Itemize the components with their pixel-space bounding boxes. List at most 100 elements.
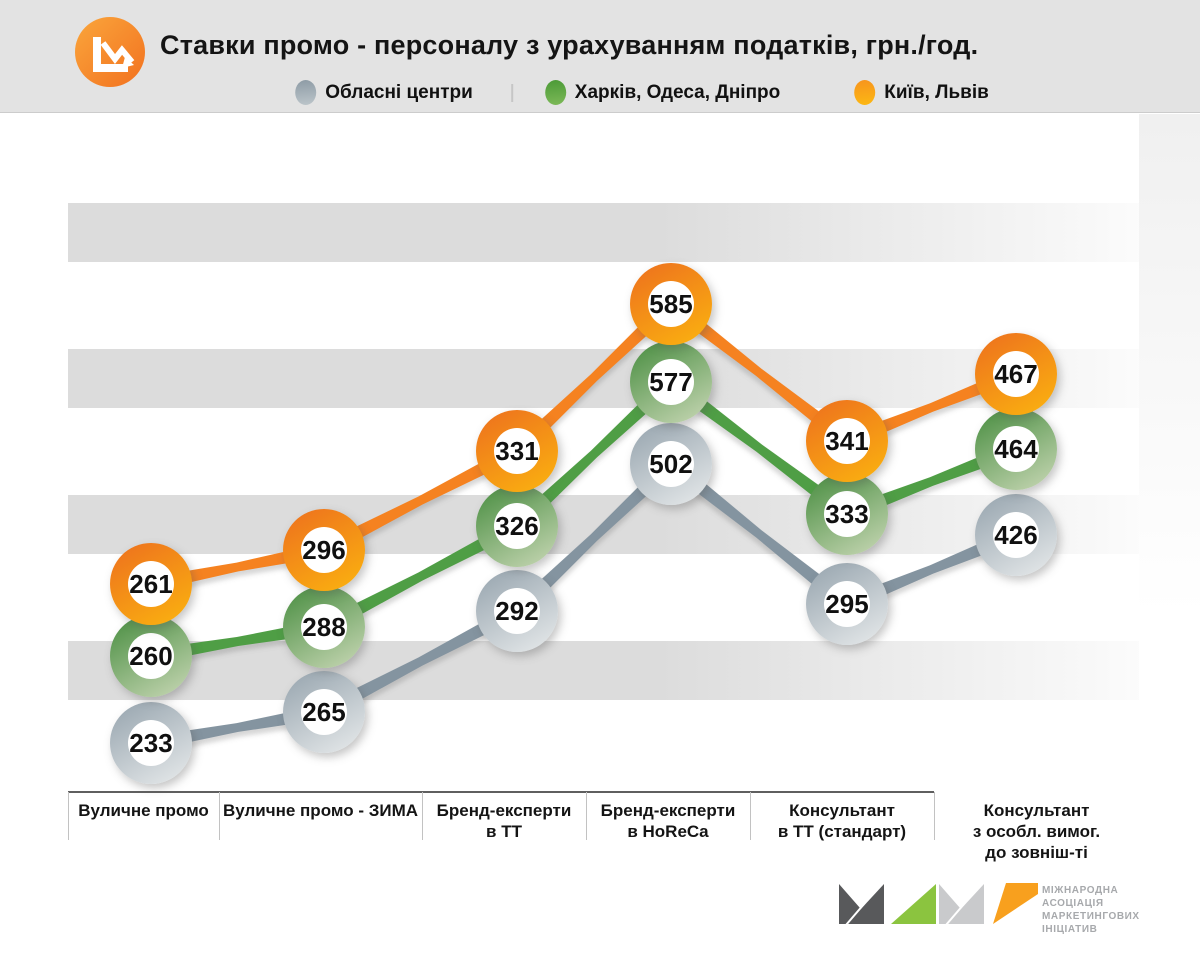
- data-point-value-bubble: 292: [494, 588, 540, 634]
- legend-dot-green: [544, 80, 566, 105]
- data-point-marker: 333: [806, 473, 888, 555]
- data-point-value: 288: [302, 611, 346, 642]
- legend-item-kharkiv-odesa-dnipro: Харків, Одеса, Дніпро: [544, 80, 780, 105]
- data-point-value: 467: [994, 358, 1038, 389]
- data-point-value-bubble: 502: [648, 441, 694, 487]
- category-separator: [219, 792, 220, 840]
- association-logo: МІЖНАРОДНА АСОЦІАЦІЯ МАРКЕТИНГОВИХ ІНІЦІ…: [838, 883, 1140, 939]
- data-point-marker: 261: [110, 543, 192, 625]
- data-point-marker: 341: [806, 400, 888, 482]
- logo-letter-a-green-icon: [891, 884, 936, 924]
- data-point-value-bubble: 426: [993, 512, 1039, 558]
- data-point-value-bubble: 467: [993, 351, 1039, 397]
- page-title: Ставки промо - персоналу з урахуванням п…: [160, 30, 979, 60]
- data-point-marker: 288: [283, 586, 365, 668]
- data-point-value-bubble: 260: [128, 633, 174, 679]
- data-point-value: 261: [129, 568, 173, 599]
- grid-band: [68, 203, 1139, 262]
- series-line-segment: [512, 458, 676, 617]
- data-point-value: 265: [302, 696, 346, 727]
- logo-letter-m-light-icon: [939, 883, 984, 925]
- data-point-marker: 260: [110, 615, 192, 697]
- category-separator: [422, 792, 423, 840]
- axis-line: [68, 791, 934, 793]
- data-point-marker: 295: [806, 563, 888, 645]
- grid-band: [68, 641, 1139, 700]
- data-point-value: 341: [825, 425, 869, 456]
- data-point-marker: 577: [630, 341, 712, 423]
- data-point-marker: 426: [975, 494, 1057, 576]
- data-point-value: 260: [129, 640, 173, 671]
- category-label-1: Вуличне промо: [78, 801, 209, 820]
- category-label-4: Бренд-експерти в HoReCa: [600, 801, 736, 841]
- logo-letter-m-dark-icon: [839, 883, 884, 925]
- data-point-value-bubble: 288: [301, 604, 347, 650]
- data-point-value: 292: [495, 595, 539, 626]
- series-line-segment: [844, 528, 1019, 611]
- association-name: МІЖНАРОДНА АСОЦІАЦІЯ МАРКЕТИНГОВИХ ІНІЦІ…: [1042, 885, 1140, 935]
- data-point-marker: 502: [630, 423, 712, 505]
- category-separator: [750, 792, 751, 840]
- chart-logo-icon: [75, 17, 145, 87]
- logo-letter-i-orange-icon: [993, 883, 1038, 924]
- data-point-value-bubble: 295: [824, 581, 870, 627]
- data-point-value-bubble: 341: [824, 418, 870, 464]
- legend-dot-orange: [854, 80, 876, 105]
- header-bar: Ставки промо - персоналу з урахуванням п…: [0, 0, 1200, 113]
- data-point-marker: 464: [975, 408, 1057, 490]
- data-point-value-bubble: 326: [494, 503, 540, 549]
- data-point-value: 333: [825, 498, 869, 529]
- series-line-segment: [320, 519, 521, 634]
- series-line-segment: [149, 543, 326, 591]
- legend-dot-gray: [295, 80, 317, 105]
- data-point-value: 464: [994, 433, 1038, 464]
- data-point-marker: 265: [283, 671, 365, 753]
- data-point-value: 326: [495, 510, 539, 541]
- data-point-value-bubble: 333: [824, 491, 870, 537]
- category-axis: Вуличне промо Вуличне промо - ЗИМА Бренд…: [68, 791, 1139, 871]
- data-point-value-bubble: 265: [301, 689, 347, 735]
- data-point-value: 577: [649, 366, 693, 397]
- series-line-segment: [320, 444, 521, 557]
- legend-separator: [510, 83, 513, 102]
- series-line-segment: [512, 298, 676, 457]
- data-point-value-bubble: 331: [494, 428, 540, 474]
- data-point-value: 296: [302, 534, 346, 565]
- data-point-marker: 296: [283, 509, 365, 591]
- data-point-value: 585: [649, 288, 693, 319]
- data-point-value-bubble: 585: [648, 281, 694, 327]
- series-line-segment: [149, 705, 326, 750]
- legend-item-regional: Обласні центри: [295, 80, 473, 105]
- legend-item-kyiv-lviv: Київ, Львів: [854, 80, 989, 105]
- series-line-segment: [512, 376, 676, 532]
- series-line-segment: [320, 604, 521, 719]
- data-point-value-bubble: 464: [993, 426, 1039, 472]
- data-point-value-bubble: 296: [301, 527, 347, 573]
- series-line-segment: [844, 442, 1019, 521]
- series-line-segment: [666, 458, 852, 610]
- data-point-marker: 331: [476, 410, 558, 492]
- category-label-2: Вуличне промо - ЗИМА: [222, 801, 419, 820]
- data-point-value: 426: [994, 519, 1038, 550]
- series-lines: [149, 298, 1019, 755]
- category-separator: [934, 792, 935, 840]
- data-point-value: 331: [495, 435, 539, 466]
- data-point-marker: 326: [476, 485, 558, 567]
- category-label-3: Бренд-експерти в ТТ: [436, 801, 572, 841]
- series-line-segment: [844, 367, 1019, 448]
- data-point-marker: 233: [110, 702, 192, 784]
- plot-right-fade: [1139, 114, 1200, 614]
- category-separator: [68, 792, 69, 840]
- data-point-value: 502: [649, 448, 693, 479]
- data-point-marker: 585: [630, 263, 712, 345]
- series-line-segment: [149, 620, 326, 663]
- category-label-6: Консультант з особл. вимог. до зовніш-ті: [972, 801, 1101, 862]
- data-point-marker: 292: [476, 570, 558, 652]
- legend: Обласні центри Харків, Одеса, Дніпро Киї…: [295, 80, 989, 105]
- series-line-segment: [666, 376, 852, 520]
- category-separator: [586, 792, 587, 840]
- data-point-value: 233: [129, 727, 173, 758]
- data-point-value: 295: [825, 588, 869, 619]
- data-point-value-bubble: 577: [648, 359, 694, 405]
- series-line-segment: [666, 298, 852, 447]
